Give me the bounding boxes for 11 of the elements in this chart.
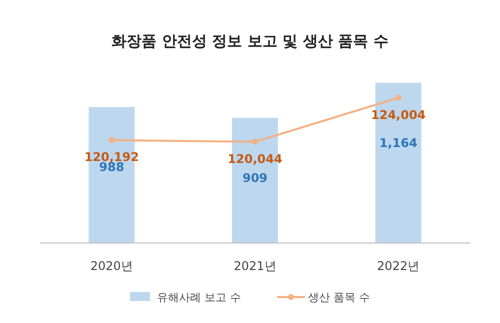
data-label: 120,044 xyxy=(228,152,282,166)
x-tick-label: 2020년 xyxy=(90,259,133,273)
legend-label: 유해사례 보고 수 xyxy=(157,291,241,304)
data-label: 909 xyxy=(242,170,268,185)
data-label: 1,164 xyxy=(379,136,418,150)
data-label: 124,004 xyxy=(371,108,426,122)
x-tick-label: 2021년 xyxy=(234,259,276,273)
x-tick-label: 2022년 xyxy=(377,259,420,273)
legend-label: 생산 품목 수 xyxy=(308,291,370,304)
chart-title: 화장품 안전성 정보 보고 및 생산 품목 수 xyxy=(112,32,388,50)
data-label: 120,192 xyxy=(84,150,139,164)
